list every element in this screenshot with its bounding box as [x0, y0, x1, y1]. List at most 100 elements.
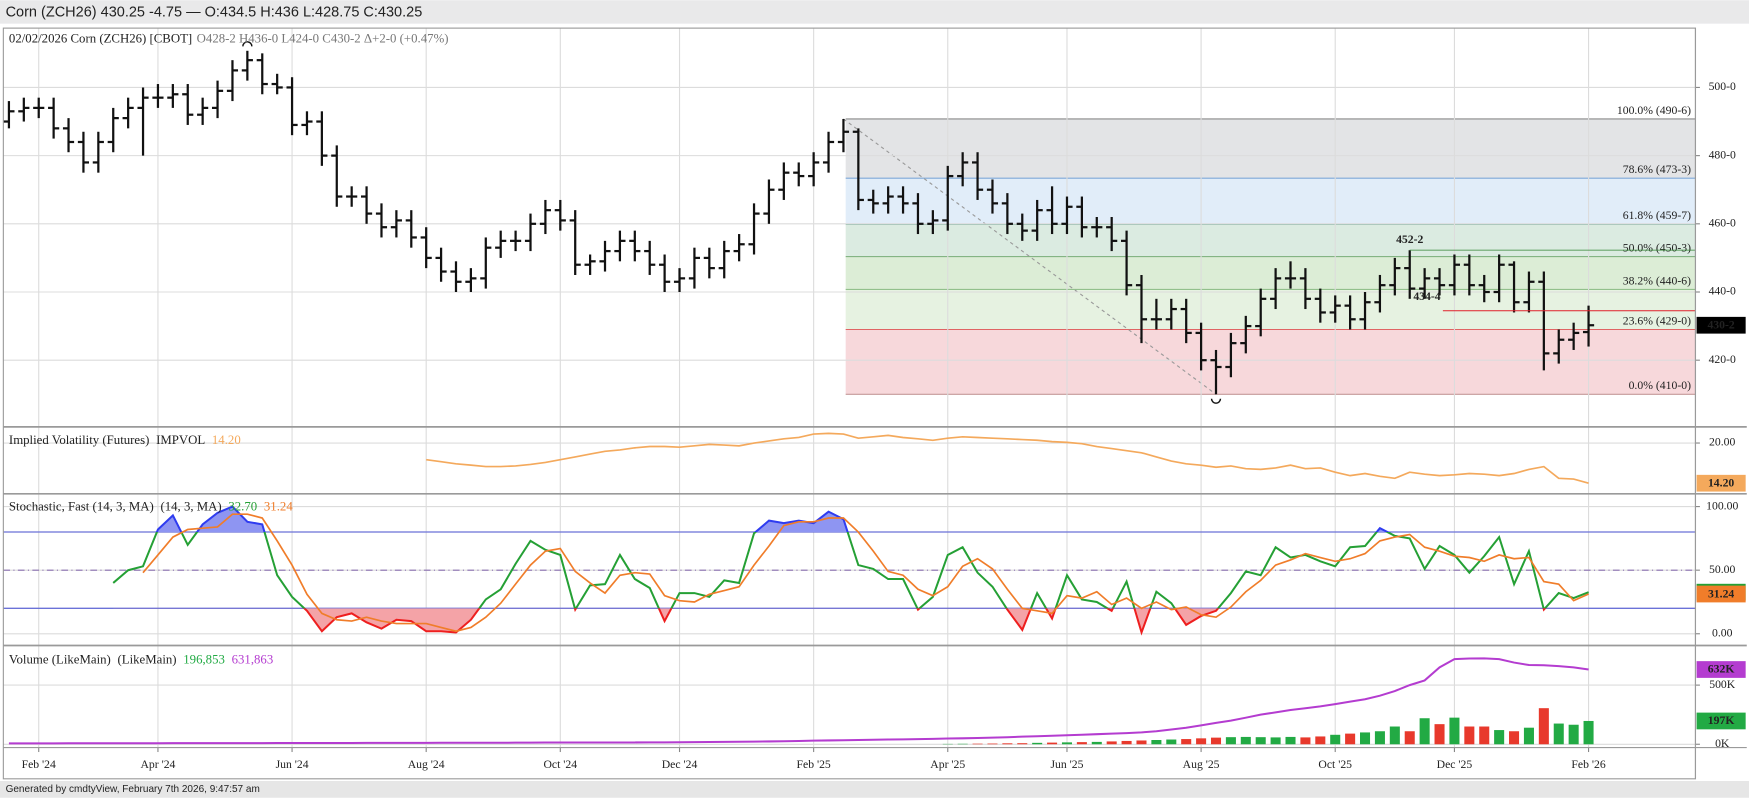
title: Implied Volatility (Futures): [9, 433, 149, 447]
header: Corn (ZCH26) 430.25 -4.75 — O:434.5 H:43…: [6, 4, 423, 20]
annotation: 434-4: [1413, 290, 1440, 303]
y-tick-label: 480-0: [1709, 148, 1736, 161]
fib-zone: [845, 289, 1696, 330]
y-tick-label: 0K: [1715, 737, 1730, 750]
volume-bar: [1017, 743, 1028, 745]
volume-bar: [1181, 739, 1192, 745]
legend-value: 631,863: [232, 653, 274, 667]
x-tick-label: Feb '24: [22, 758, 56, 771]
series-line: [142, 513, 1589, 633]
volume-bar: [1419, 718, 1430, 745]
fib-zone: [845, 224, 1696, 257]
x-tick-label: Dec '25: [1437, 758, 1473, 771]
fib-zone: [845, 256, 1696, 290]
volume-bar: [1151, 740, 1162, 745]
annotation: 452-2: [1396, 233, 1423, 246]
oversold-fill: [304, 608, 1546, 633]
volume-bar: [1389, 726, 1400, 745]
x-tick-label: Apr '25: [930, 758, 965, 771]
fib-label: 23.6% (429-0): [1623, 314, 1691, 327]
volume-bar: [1285, 736, 1296, 745]
y-tick-label: 0.00: [1712, 626, 1733, 639]
fib-zone: [845, 118, 1696, 179]
subtitle: O428-2 H436-0 L424-0 C430-2 Δ+2-0 (+0.47…: [197, 31, 449, 45]
y-tick-label: 20.00: [1709, 436, 1735, 449]
volume-bar: [972, 743, 983, 745]
y-tick-label: 500K: [1709, 678, 1736, 691]
volume-bar: [1479, 726, 1490, 745]
fib-label: 0.0% (410-0): [1629, 379, 1692, 392]
volume-bar: [987, 743, 998, 745]
value-box: [1696, 316, 1746, 334]
subtitle: IMPVOL: [156, 433, 205, 447]
y-tick-label: 460-0: [1709, 217, 1736, 230]
volume-bar: [1434, 724, 1445, 745]
volume-bar: [1002, 743, 1013, 745]
y-tick-label: 500-0: [1709, 80, 1736, 93]
value-box: [1696, 712, 1746, 730]
series-line: [112, 532, 1589, 609]
series-line-oversold: [302, 608, 1547, 636]
fib-zone: [845, 329, 1696, 395]
title: 02/02/2026 Corn (ZCH26) [CBOT]: [9, 31, 192, 45]
footer-bar: [0, 781, 1749, 798]
fib-label: 38.2% (440-6): [1623, 274, 1691, 287]
volume-bar: [1121, 740, 1132, 745]
series-line: [8, 657, 1589, 745]
swing-low: [1210, 398, 1222, 404]
volume-bar: [1300, 737, 1311, 745]
title: Volume (LikeMain): [9, 653, 111, 667]
series-line: [426, 432, 1589, 485]
volume-bar: [1360, 732, 1371, 745]
title: Stochastic, Fast (14, 3, MA): [9, 500, 154, 514]
y-tick-label: 100.00: [1706, 499, 1738, 512]
value-box: [1696, 474, 1746, 492]
legend-value: 14.20: [212, 433, 241, 447]
plot-layer: 100.0% (490-6) 78.6% (473-3) 61.8% (459-7)…: [2, 27, 1747, 780]
volume-bar: [1464, 726, 1475, 745]
volume-bar: [1136, 740, 1147, 745]
x-tick-label: Apr '24: [140, 758, 175, 771]
x-tick-label: Oct '25: [1318, 758, 1352, 771]
volume-bar: [1315, 736, 1326, 745]
y-tick-label: 420-0: [1709, 353, 1736, 366]
x-tick-label: Jun '25: [1050, 758, 1083, 771]
value-box: [1696, 585, 1746, 603]
volume-bar: [1553, 723, 1564, 745]
volume-bar: [1061, 742, 1072, 745]
legend-value: 32.70: [228, 500, 257, 514]
volume-bar: [1568, 724, 1579, 745]
x-tick-label: Aug '25: [1183, 758, 1220, 771]
x-tick-label: Jun '24: [276, 758, 309, 771]
volume-bar: [1032, 742, 1043, 745]
x-tick-label: Feb '26: [1571, 758, 1605, 771]
fib-label: 50.0% (450-3): [1623, 242, 1691, 255]
stoch-title: Stochastic, Fast (14, 3, MA) (14, 3, MA) 3…: [9, 500, 293, 514]
value-box-label: 14.20: [1708, 476, 1734, 489]
x-tick-label: Aug '24: [408, 758, 445, 771]
value-box: [1696, 661, 1746, 678]
volume-title: Volume (LikeMain) (LikeMain) 196,853 631,86…: [9, 653, 273, 667]
volume-bar: [1240, 736, 1251, 745]
fib-zone: [845, 178, 1696, 225]
x-tick-label: Oct '24: [543, 758, 577, 771]
iv-title: Implied Volatility (Futures) IMPVOL 14.20: [9, 433, 241, 447]
legend-value: 196,853: [183, 653, 225, 667]
volume-bar: [1196, 738, 1207, 745]
volume-bar: [1166, 739, 1177, 745]
volume-bar: [1076, 742, 1087, 745]
subtitle: (14, 3, MA): [160, 500, 221, 514]
volume-bar: [1091, 741, 1102, 745]
y-tick-label: 440-0: [1709, 285, 1736, 298]
x-tick-label: Dec '24: [662, 758, 698, 771]
volume-bar: [1449, 717, 1460, 745]
volume-bar: [1523, 727, 1534, 745]
volume-bar: [1255, 737, 1266, 745]
value-box-label: 430-2: [1707, 318, 1734, 331]
fib-label: 78.6% (473-3): [1623, 163, 1691, 176]
volume-bar: [1210, 737, 1222, 745]
volume-bar: [1404, 731, 1415, 745]
x-tick-label: Feb '25: [796, 758, 830, 771]
